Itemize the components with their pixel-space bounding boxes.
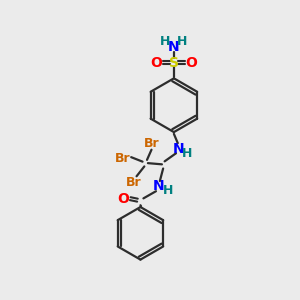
Text: O: O (185, 56, 197, 70)
Text: H: H (182, 147, 193, 161)
Text: H: H (163, 184, 173, 196)
Text: H: H (177, 35, 188, 48)
Text: N: N (172, 142, 184, 155)
Text: Br: Br (144, 136, 160, 150)
Text: H: H (160, 35, 171, 48)
Text: Br: Br (114, 152, 130, 165)
Text: N: N (153, 179, 165, 194)
Text: O: O (151, 56, 163, 70)
Text: N: N (168, 40, 180, 54)
Text: O: O (117, 192, 129, 206)
Text: Br: Br (126, 176, 142, 189)
Text: S: S (169, 56, 179, 70)
